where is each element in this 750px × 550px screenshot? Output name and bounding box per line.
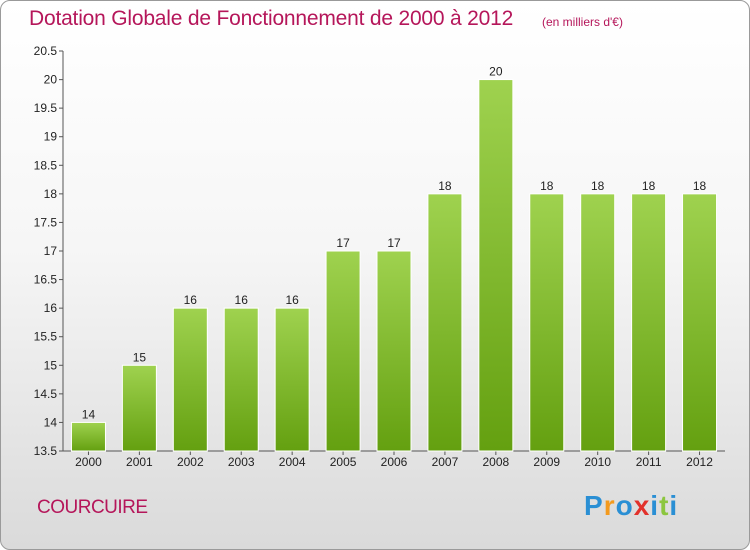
bar — [274, 307, 310, 452]
y-tick-label: 15.5 — [34, 330, 58, 344]
chart-title: Dotation Globale de Fonctionnement de 20… — [29, 7, 514, 30]
bar-value-label: 18 — [693, 179, 707, 193]
y-tick-label: 19 — [44, 130, 58, 144]
x-tick-label: 2012 — [686, 455, 713, 469]
x-tick-label: 2001 — [126, 455, 153, 469]
logo-letter: P — [584, 490, 604, 521]
bar-value-label: 18 — [438, 179, 452, 193]
y-tick-label: 18.5 — [34, 158, 58, 172]
y-tick-label: 17.5 — [34, 215, 58, 229]
x-tick-label: 2008 — [482, 455, 509, 469]
bar-value-label: 18 — [540, 179, 554, 193]
y-tick-label: 19.5 — [34, 101, 58, 115]
bar — [682, 193, 718, 452]
bar-value-label: 15 — [133, 350, 147, 364]
commune-name: COURCUIRE — [37, 497, 148, 518]
chart-subtitle: (en milliers d'€) — [542, 15, 623, 29]
x-tick-label: 2010 — [584, 455, 611, 469]
y-tick-label: 16.5 — [34, 273, 58, 287]
bar-value-label: 16 — [184, 293, 198, 307]
x-tick-label: 2009 — [533, 455, 560, 469]
bar — [172, 307, 208, 452]
x-tick-label: 2002 — [177, 455, 204, 469]
bar-value-label: 18 — [591, 179, 605, 193]
logo-letter: x — [633, 490, 651, 521]
bar — [478, 79, 514, 452]
bar — [427, 193, 463, 452]
x-tick-label: 2005 — [330, 455, 357, 469]
bar — [376, 250, 412, 452]
x-tick-label: 2011 — [636, 455, 662, 469]
bar-value-label: 17 — [336, 236, 350, 250]
x-tick-label: 2003 — [228, 455, 255, 469]
x-tick-label: 2006 — [381, 455, 408, 469]
x-tick-label: 2000 — [75, 455, 102, 469]
y-tick-label: 14 — [44, 415, 58, 429]
logo-letter: i — [650, 490, 660, 521]
bar — [325, 250, 361, 452]
proxiti-logo: Proxiti — [584, 490, 678, 522]
x-tick-label: 2007 — [432, 455, 459, 469]
bar — [70, 421, 106, 452]
y-tick-label: 18 — [44, 187, 58, 201]
bar-value-label: 20 — [489, 65, 503, 79]
logo-letter: i — [669, 490, 679, 521]
y-tick-label: 13.5 — [34, 444, 58, 458]
bar-value-label: 16 — [285, 293, 299, 307]
logo-letter: t — [659, 490, 670, 521]
bar — [223, 307, 259, 452]
y-tick-label: 20.5 — [34, 44, 58, 58]
bar — [121, 364, 157, 452]
bar-value-label: 16 — [235, 293, 249, 307]
bar — [631, 193, 667, 452]
bar-value-label: 18 — [642, 179, 656, 193]
y-tick-label: 15 — [44, 358, 58, 372]
bar-value-label: 17 — [387, 236, 401, 250]
x-tick-label: 2004 — [279, 455, 306, 469]
y-tick-label: 16 — [44, 301, 58, 315]
y-tick-label: 20 — [44, 73, 58, 87]
y-tick-label: 14.5 — [34, 387, 58, 401]
bar — [529, 193, 565, 452]
y-tick-label: 17 — [44, 244, 58, 258]
bar — [580, 193, 616, 452]
logo-letter: r — [603, 490, 616, 521]
bar-value-label: 14 — [82, 407, 96, 421]
logo-letter: o — [615, 490, 634, 521]
